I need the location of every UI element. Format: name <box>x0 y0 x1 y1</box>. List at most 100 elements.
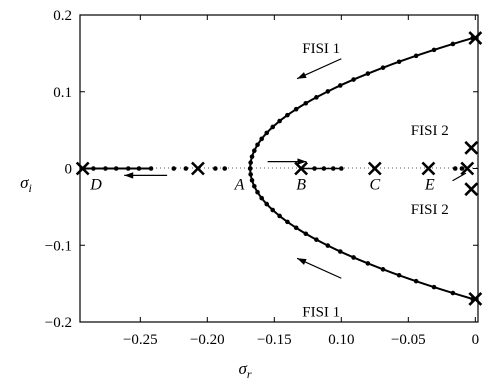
y-tick-label: 0 <box>65 162 73 178</box>
real-axis-point <box>330 166 336 171</box>
branch-point <box>365 261 371 266</box>
branch-point <box>285 219 290 225</box>
x-tick-label: −0.25 <box>123 332 158 348</box>
direction-arrow <box>124 172 168 179</box>
arrow-head <box>297 258 307 265</box>
point-label: E <box>424 177 435 194</box>
y-tick-label: 0.1 <box>53 85 72 101</box>
cross-marker <box>191 161 205 176</box>
fisi2-pointer-line <box>452 172 467 182</box>
real-axis-point <box>136 166 142 171</box>
direction-arrow <box>296 58 342 80</box>
fisi1-curve <box>249 37 473 300</box>
cross-marker <box>367 161 382 176</box>
direction-arrow <box>267 158 307 165</box>
branch-point <box>248 160 253 165</box>
branch-point <box>247 166 253 171</box>
y-tick-label: −0.1 <box>45 238 72 254</box>
real-axis-point <box>339 166 344 171</box>
branch-point <box>285 112 290 118</box>
y-tick-label: 0.2 <box>53 8 72 24</box>
x-axis-label: σr <box>238 359 251 381</box>
cross-marker <box>464 140 479 155</box>
branch-point <box>252 148 257 154</box>
branch-annotation: FISI 2 <box>411 123 449 139</box>
x-tick-label: −0.05 <box>391 332 426 348</box>
x-tick-label: −0.20 <box>190 332 225 348</box>
arrow-head <box>124 172 134 179</box>
real-axis-point <box>148 166 154 171</box>
y-axis-ticks: 0.2 0.1 0 −0.1 −0.2 <box>45 8 478 331</box>
branch-point <box>337 83 343 88</box>
real-axis-point <box>452 166 458 171</box>
real-axis-point <box>312 166 317 171</box>
cross-marker <box>468 31 483 45</box>
real-axis-point <box>103 166 108 171</box>
branch-point <box>351 255 356 260</box>
x-axis-subscript: r <box>247 367 252 381</box>
cross-marker <box>468 292 483 306</box>
branch-point <box>259 136 264 142</box>
eigenvalue-crosses <box>75 31 483 306</box>
branch-point <box>249 154 255 159</box>
branch-point <box>255 142 260 148</box>
real-axis-point <box>213 166 218 171</box>
branch-point <box>264 130 270 136</box>
branch-point <box>380 267 386 272</box>
branch-point <box>337 249 343 254</box>
real-axis-point <box>183 166 189 171</box>
arrow-head <box>297 158 307 165</box>
cross-stroke <box>460 161 475 176</box>
branch-point <box>277 118 282 124</box>
branch-point <box>248 172 253 177</box>
real-axis-point <box>171 166 177 171</box>
real-axis-point <box>113 166 119 171</box>
real-axis-point <box>91 166 96 171</box>
branch-point <box>277 213 282 219</box>
branch-point <box>293 106 299 112</box>
fisi1-branch <box>247 35 475 302</box>
branch-point <box>325 243 331 248</box>
branch-point <box>255 189 260 195</box>
cross-stroke <box>294 161 309 176</box>
branch-point <box>396 272 402 278</box>
direction-arrows <box>124 58 467 279</box>
cross-stroke <box>367 161 382 176</box>
x-tick-label: 0 <box>472 332 480 348</box>
branch-point <box>293 225 299 231</box>
point-label: D <box>89 177 102 194</box>
branch-point <box>325 89 331 94</box>
branch-point <box>270 207 276 213</box>
x-tick-label: 0.10 <box>328 332 354 348</box>
branch-point <box>314 237 319 242</box>
branch-annotation: FISI 1 <box>302 41 340 57</box>
cross-marker <box>421 161 436 176</box>
y-tick-label: −0.2 <box>45 315 72 331</box>
branch-point <box>413 278 419 284</box>
cross-stroke <box>464 140 479 155</box>
branch-point <box>252 183 257 189</box>
x-axis-symbol: σ <box>238 359 247 378</box>
branch-point <box>264 201 270 207</box>
cross-marker <box>460 161 475 176</box>
branch-point <box>249 178 255 183</box>
point-label: B <box>296 177 306 194</box>
cross-stroke <box>468 292 483 306</box>
cross-marker <box>294 161 309 176</box>
branch-point <box>450 290 456 296</box>
branch-point <box>431 284 437 290</box>
branch-annotations: FISI 1 FISI 1 FISI 2 FISI 2 <box>302 41 448 320</box>
point-label: C <box>369 177 380 194</box>
arrow-head <box>297 72 307 79</box>
branch-point <box>365 71 371 76</box>
cross-stroke <box>468 31 483 45</box>
cross-stroke <box>421 161 436 176</box>
cross-marker <box>464 182 479 197</box>
direction-arrow <box>296 257 342 279</box>
branch-point <box>431 47 437 53</box>
cross-stroke <box>191 161 205 176</box>
branch-point <box>314 95 319 100</box>
branch-point <box>259 195 264 201</box>
